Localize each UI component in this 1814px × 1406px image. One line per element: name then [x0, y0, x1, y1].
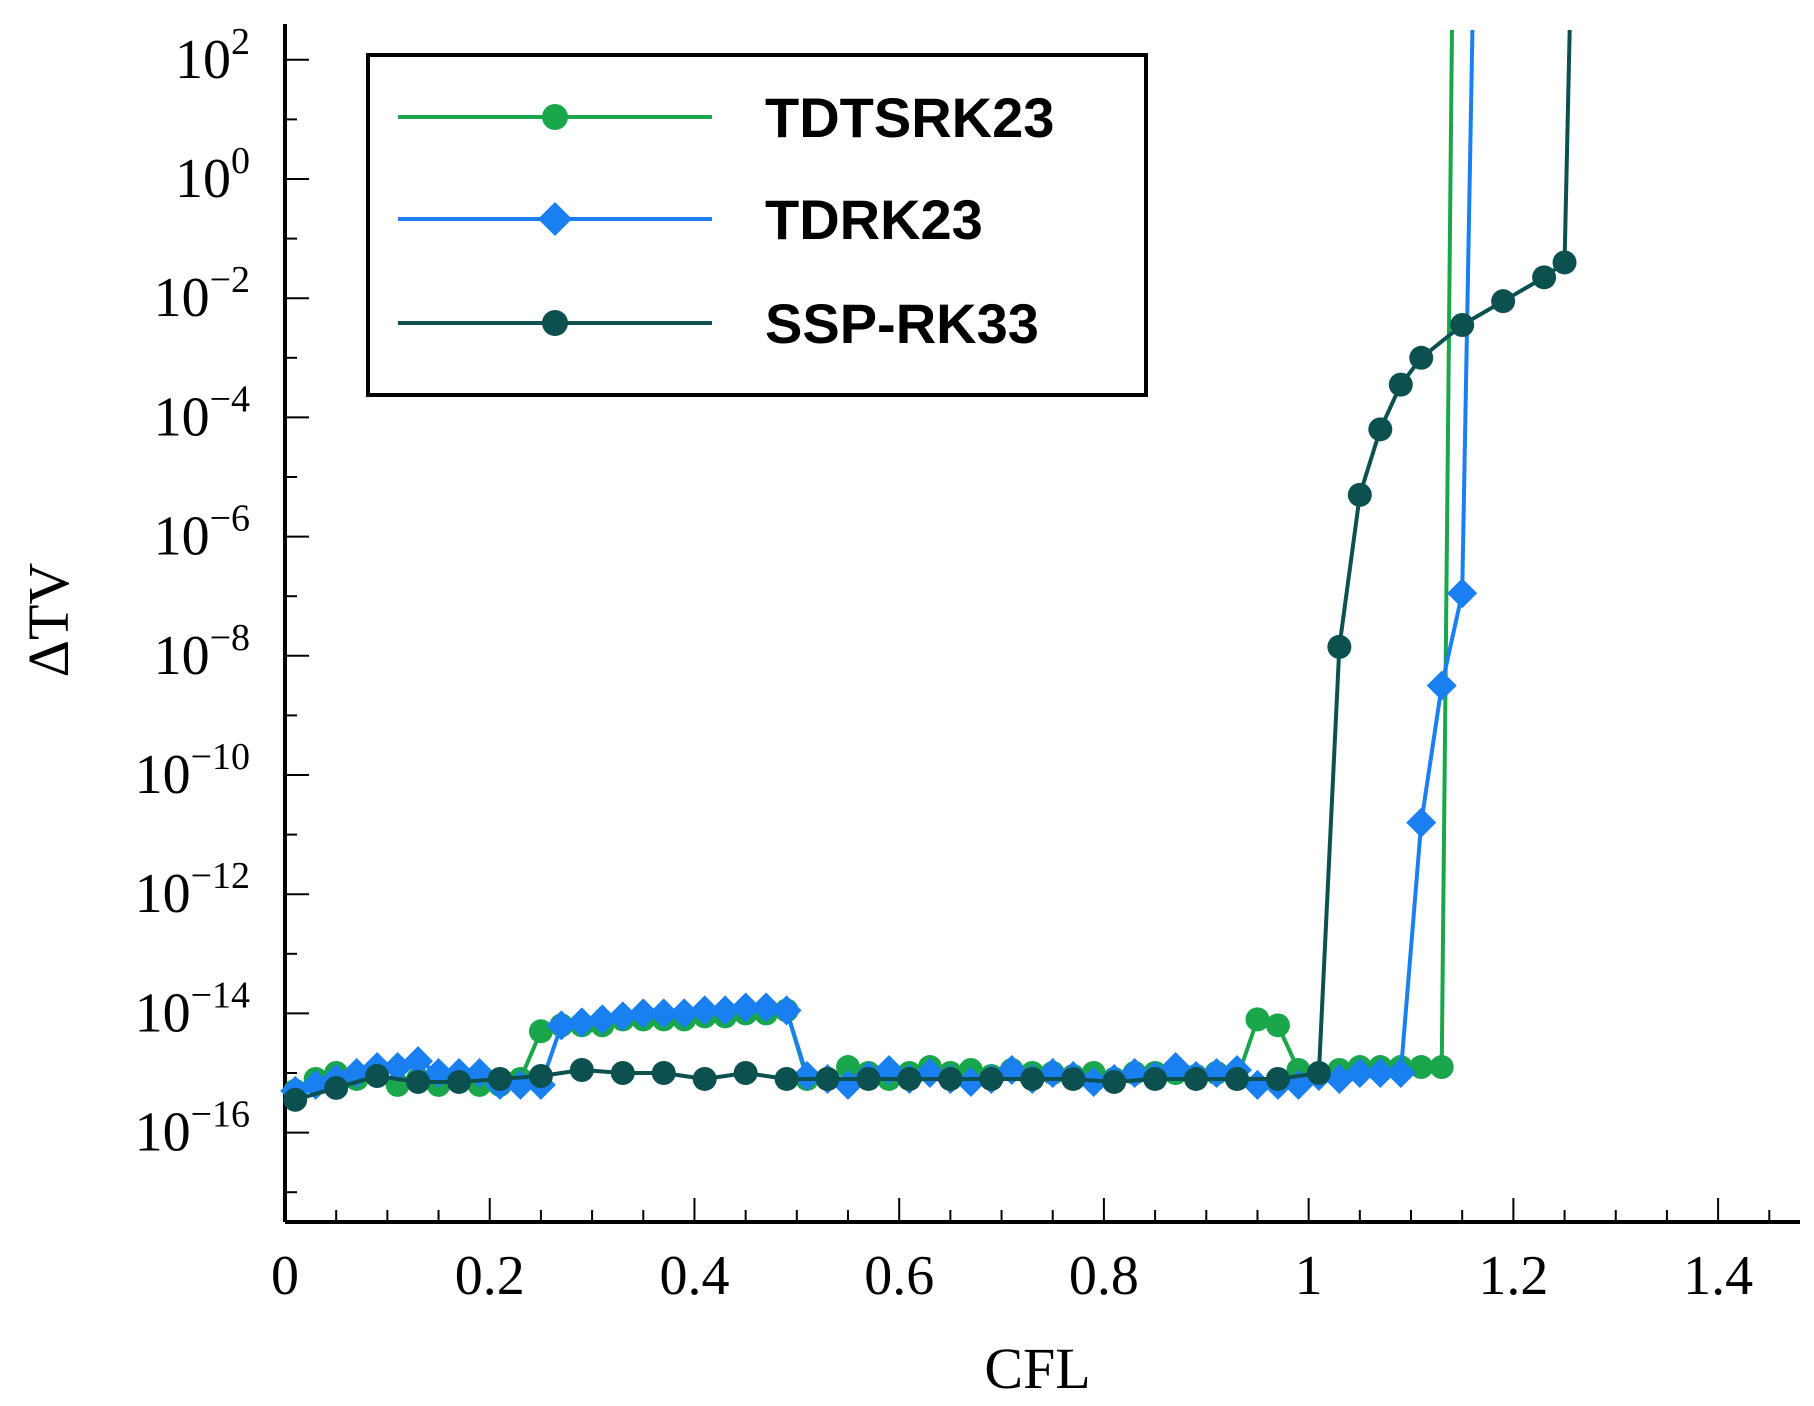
data-point: [1102, 1069, 1127, 1094]
data-point: [587, 1004, 618, 1035]
x-tick-label: 0.4: [659, 1245, 729, 1307]
legend-marker: [542, 104, 568, 130]
data-point: [815, 1066, 840, 1091]
legend-entry-tdtsrk23: TDTSRK23: [398, 86, 1054, 149]
legend-box: [366, 53, 1148, 397]
data-point: [792, 1060, 823, 1091]
data-point: [979, 1066, 1004, 1091]
data-point: [1388, 372, 1413, 397]
y-tick-label: 10−16: [135, 1094, 250, 1164]
x-tick-label: 0.6: [864, 1245, 934, 1307]
data-point: [1143, 1066, 1168, 1091]
data-point: [628, 998, 659, 1029]
data-point: [566, 1007, 597, 1038]
y-tick-label: 10−8: [154, 617, 250, 687]
data-point: [1327, 634, 1352, 659]
x-tick-label: 1.4: [1683, 1245, 1753, 1307]
data-point: [733, 1061, 758, 1085]
data-point: [955, 1066, 986, 1097]
x-tick-label: 1.2: [1478, 1245, 1548, 1307]
legend: TDTSRK23 TDRK23 SSP-RK33: [366, 53, 1148, 397]
legend-label: SSP-RK33: [765, 292, 1039, 355]
data-point: [1491, 289, 1516, 314]
y-tick-label: 100: [175, 140, 250, 210]
data-point: [569, 1058, 594, 1083]
y-tick-label: 102: [175, 21, 250, 91]
x-tick-label: 1: [1295, 1245, 1323, 1307]
data-point: [1552, 250, 1577, 275]
data-point: [1409, 345, 1434, 370]
data-point: [1020, 1066, 1045, 1091]
data-point: [1385, 1058, 1416, 1088]
data-point: [1365, 1058, 1396, 1088]
data-point: [692, 1066, 717, 1091]
data-point: [648, 998, 679, 1029]
data-point: [528, 1063, 553, 1088]
y-tick-label: 10−10: [135, 736, 250, 806]
data-point: [487, 1066, 512, 1091]
y-tick-label: 10−4: [154, 378, 250, 448]
data-point: [651, 1061, 676, 1085]
data-point: [1224, 1066, 1249, 1091]
series-layer: [280, 29, 1577, 1112]
data-point: [1265, 1066, 1290, 1091]
legend-marker: [538, 202, 572, 236]
data-point: [771, 995, 802, 1026]
data-point: [1406, 807, 1437, 838]
data-point: [1426, 670, 1457, 701]
data-point: [1447, 578, 1478, 609]
data-point: [938, 1066, 963, 1091]
x-tick-label: 0.8: [1069, 1245, 1139, 1307]
data-point: [836, 1055, 861, 1080]
data-point: [1429, 1055, 1454, 1080]
data-point: [856, 1066, 881, 1091]
data-point: [730, 992, 761, 1023]
y-tick-label: 10−12: [135, 855, 250, 925]
legend-marker: [542, 310, 568, 336]
data-point: [1245, 1007, 1270, 1032]
data-point: [774, 1066, 799, 1091]
data-point: [365, 1063, 390, 1088]
data-point: [689, 995, 720, 1026]
data-point: [669, 998, 700, 1029]
data-point: [897, 1066, 922, 1091]
data-point: [607, 1001, 638, 1032]
x-axis-title: CFL: [984, 1336, 1090, 1401]
data-point: [610, 1061, 635, 1085]
data-point: [1184, 1066, 1209, 1091]
data-point: [447, 1069, 472, 1094]
y-axis-title: ΔTV: [16, 563, 81, 678]
data-point: [546, 1010, 577, 1041]
legend-label: TDRK23: [765, 188, 983, 251]
data-point: [1306, 1061, 1331, 1085]
data-point: [403, 1046, 434, 1077]
data-point: [1344, 1058, 1375, 1088]
data-point: [1450, 313, 1475, 338]
y-tick-label: 10−14: [135, 974, 250, 1044]
data-point: [1061, 1066, 1086, 1091]
x-tick-label: 0.2: [455, 1245, 525, 1307]
data-point: [1265, 1013, 1290, 1038]
data-point: [406, 1069, 431, 1094]
data-point: [1347, 482, 1372, 507]
data-point: [710, 995, 741, 1026]
axes: 0 0.2 0.4 0.6 0.8 1 1.2 1.4 102 100 10−2 10−4 10−6 10…: [16, 21, 1800, 1401]
legend-label: TDTSRK23: [765, 86, 1054, 149]
data-point: [283, 1087, 308, 1112]
data-point: [1368, 417, 1393, 442]
legend-entry-tdrk23: TDRK23: [398, 188, 983, 251]
legend-entry-ssp-rk33: SSP-RK33: [398, 292, 1039, 355]
y-tick-label: 10−6: [154, 498, 250, 568]
x-tick-label: 0: [271, 1245, 299, 1307]
data-point: [751, 992, 782, 1023]
series-ssp-rk33: [283, 29, 1577, 1112]
data-point: [324, 1075, 349, 1100]
y-tick-label: 10−2: [154, 259, 250, 329]
data-point: [1532, 265, 1557, 290]
